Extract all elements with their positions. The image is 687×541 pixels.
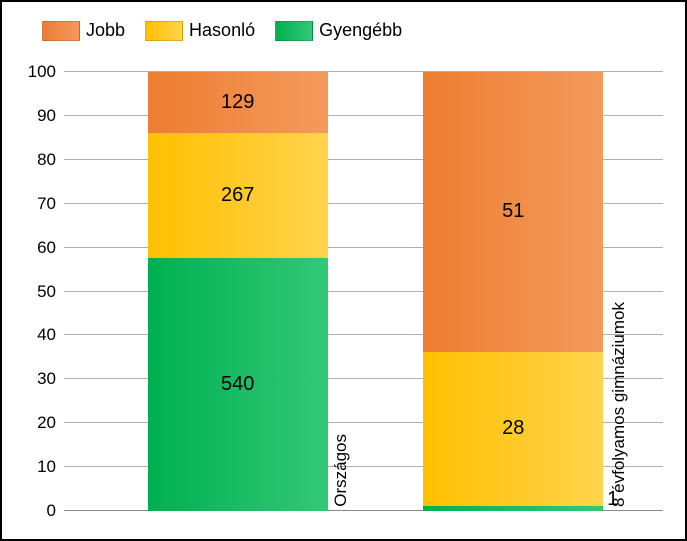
y-tick-label: 0 (47, 501, 64, 521)
bar-segment-gyengébb: 1 (423, 506, 603, 511)
legend: Jobb Hasonló Gyengébb (42, 20, 402, 41)
bar-value: 540 (221, 373, 254, 396)
category-label: 8 évfolyamos gimnáziumok (609, 302, 629, 507)
bar-segment-jobb: 129 (148, 72, 328, 133)
plot-area: 0102030405060708090100540267129Országos1… (64, 72, 663, 511)
bar-segment-gyengébb: 540 (148, 258, 328, 511)
bar-segment-jobb: 51 (423, 72, 603, 352)
chart-container: Jobb Hasonló Gyengébb 0 10 20 30 40 50 60 70 80 9… (0, 0, 687, 541)
legend-swatch-hasonlo (145, 21, 183, 41)
category-label: Országos (331, 434, 351, 507)
bar-segment-hasonló: 28 (423, 352, 603, 506)
legend-swatch-gyengebb (275, 21, 313, 41)
y-tick-label: 50 (37, 282, 64, 302)
bar-group: 540 267 129 (148, 72, 328, 511)
legend-item: Jobb (42, 20, 125, 41)
y-tick-label: 70 (37, 194, 64, 214)
y-tick-label: 100 (28, 62, 64, 82)
bar-value: 267 (221, 184, 254, 207)
legend-swatch-jobb (42, 21, 80, 41)
bar-group: 1 28 51 (423, 72, 603, 511)
legend-label-hasonlo: Hasonló (189, 20, 255, 41)
y-tick-label: 20 (37, 413, 64, 433)
y-tick-label: 60 (37, 238, 64, 258)
bar-stack: 540 267 129 (148, 72, 328, 511)
bar-segment-hasonló: 267 (148, 133, 328, 258)
y-tick-label: 40 (37, 325, 64, 345)
legend-label-jobb: Jobb (86, 20, 125, 41)
legend-item: Hasonló (145, 20, 255, 41)
y-tick-label: 90 (37, 106, 64, 126)
bar-value: 51 (502, 200, 524, 223)
legend-label-gyengebb: Gyengébb (319, 20, 402, 41)
bar-stack: 1 28 51 (423, 72, 603, 511)
y-tick-label: 10 (37, 457, 64, 477)
bar-value: 129 (221, 91, 254, 114)
y-tick-label: 80 (37, 150, 64, 170)
legend-item: Gyengébb (275, 20, 402, 41)
y-tick-label: 30 (37, 369, 64, 389)
bar-value: 28 (502, 417, 524, 440)
